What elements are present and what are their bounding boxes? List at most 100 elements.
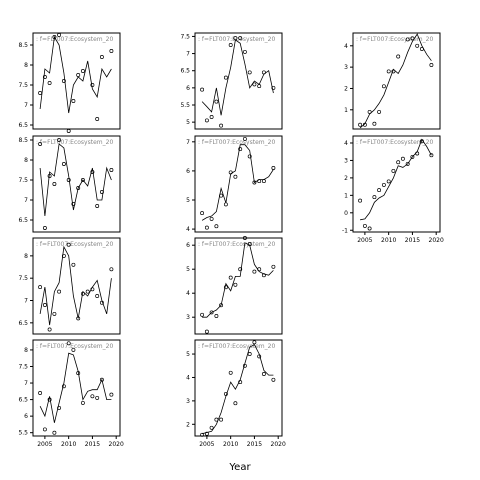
data-point — [61, 253, 66, 258]
data-point — [85, 289, 90, 294]
data-point — [109, 267, 114, 272]
data-point — [214, 417, 219, 422]
data-point — [57, 405, 62, 410]
data-point — [204, 225, 209, 230]
y-tick-label: -1 — [342, 227, 348, 234]
data-point — [372, 121, 377, 126]
data-point — [76, 186, 81, 190]
x-tick-label: 2010 — [381, 237, 396, 244]
data-point — [95, 204, 100, 208]
data-point — [257, 267, 262, 272]
data-point — [271, 264, 276, 269]
y-tick-label: 6.5 — [18, 397, 28, 404]
series-line — [202, 242, 274, 318]
data-point — [405, 37, 410, 42]
data-point — [38, 285, 43, 290]
x-tick-label: 2015 — [85, 441, 100, 448]
data-point — [200, 432, 205, 437]
y-tick-label: 3 — [344, 64, 348, 71]
data-point — [42, 427, 47, 432]
data-point — [362, 122, 367, 127]
y-tick-label: 8.5 — [18, 42, 28, 49]
data-point — [76, 371, 81, 376]
panel-frame — [194, 339, 283, 437]
data-point — [377, 188, 382, 193]
y-tick-label: 7 — [24, 380, 28, 387]
y-tick-label: 4 — [344, 43, 348, 50]
y-tick-label: 7 — [186, 139, 190, 146]
panel-title: : f=FLT007:Ecosystem_20 — [36, 241, 113, 248]
data-point — [419, 47, 424, 51]
data-point — [271, 377, 276, 382]
data-point — [271, 166, 276, 170]
data-point — [47, 327, 52, 332]
y-tick-label: 6.5 — [18, 217, 28, 224]
data-point — [214, 314, 219, 318]
y-tick-label: 8 — [24, 157, 28, 164]
y-tick-label: 7 — [24, 298, 28, 305]
data-point — [90, 287, 95, 292]
panel-1-2: : f=FLT007:Ecosystem_20 3 4 5 6 — [186, 236, 283, 335]
data-point — [419, 139, 424, 144]
y-tick-label: 2 — [344, 85, 348, 92]
panel-title: : f=FLT007:Ecosystem_20 — [198, 241, 275, 248]
data-point — [242, 136, 247, 141]
data-point — [57, 33, 62, 37]
data-point — [362, 223, 367, 228]
y-tick-label: 6.5 — [18, 320, 28, 327]
data-point — [405, 161, 410, 166]
y-tick-label: 8 — [24, 62, 28, 69]
y-tick-label: 7 — [24, 197, 28, 204]
panel-2-0: : f=FLT007:Ecosystem_20 1 2 3 4 — [344, 32, 441, 130]
data-point — [410, 154, 415, 159]
data-point — [57, 138, 62, 142]
panel-2-1: : f=FLT007:Ecosystem_20 -1 0 1 2 3 4 2005 2010 20… — [342, 135, 444, 244]
data-point — [52, 182, 57, 186]
data-point — [238, 36, 243, 41]
data-point — [76, 316, 81, 321]
y-tick-label: 7 — [186, 51, 190, 58]
x-tick-label: 2020 — [429, 237, 444, 244]
panel-frame — [194, 237, 283, 335]
data-point — [238, 267, 243, 272]
data-point — [109, 392, 114, 397]
y-tick-label: 3 — [186, 398, 190, 405]
panel-0-2: : f=FLT007:Ecosystem_20 6.5 7 7.5 8 — [18, 237, 121, 335]
data-point — [95, 117, 100, 121]
data-point — [223, 75, 228, 80]
panel-0-0: : f=FLT007:Ecosystem_20 6.5 7 7.5 8 8.5 — [18, 32, 121, 133]
data-point — [238, 380, 243, 385]
data-point — [367, 109, 372, 114]
data-point — [66, 242, 71, 247]
y-tick-label: 0 — [344, 210, 348, 217]
data-point — [71, 347, 76, 352]
series-line — [39, 143, 112, 217]
x-tick-label: 2015 — [405, 237, 420, 244]
data-point — [99, 55, 104, 59]
data-point — [95, 294, 100, 298]
data-point — [38, 391, 43, 395]
series-line — [39, 35, 112, 114]
data-point — [233, 36, 238, 41]
data-point — [252, 340, 257, 345]
data-point — [391, 69, 396, 74]
data-point — [61, 79, 66, 83]
data-point — [99, 190, 104, 194]
data-point — [209, 216, 214, 221]
panel-frame — [32, 237, 121, 335]
data-point — [396, 160, 401, 165]
data-point — [257, 354, 262, 359]
y-tick-label: 5 — [186, 266, 190, 273]
y-tick-label: 8 — [24, 253, 28, 260]
x-tick-label: 2020 — [271, 441, 286, 448]
data-point — [247, 70, 252, 75]
data-point — [80, 400, 85, 405]
data-point — [61, 384, 66, 389]
data-point — [219, 417, 224, 422]
y-tick-label: 6.5 — [180, 68, 190, 75]
panel-1-1: : f=FLT007:Ecosystem_20 4 5 6 7 — [186, 135, 283, 233]
panel-title: : f=FLT007:Ecosystem_20 — [356, 139, 433, 146]
panel-0-3: : f=FLT007:Ecosystem_20 5.5 6 6.5 7 7.5 8 2005 2… — [18, 339, 124, 448]
data-point — [204, 329, 209, 334]
